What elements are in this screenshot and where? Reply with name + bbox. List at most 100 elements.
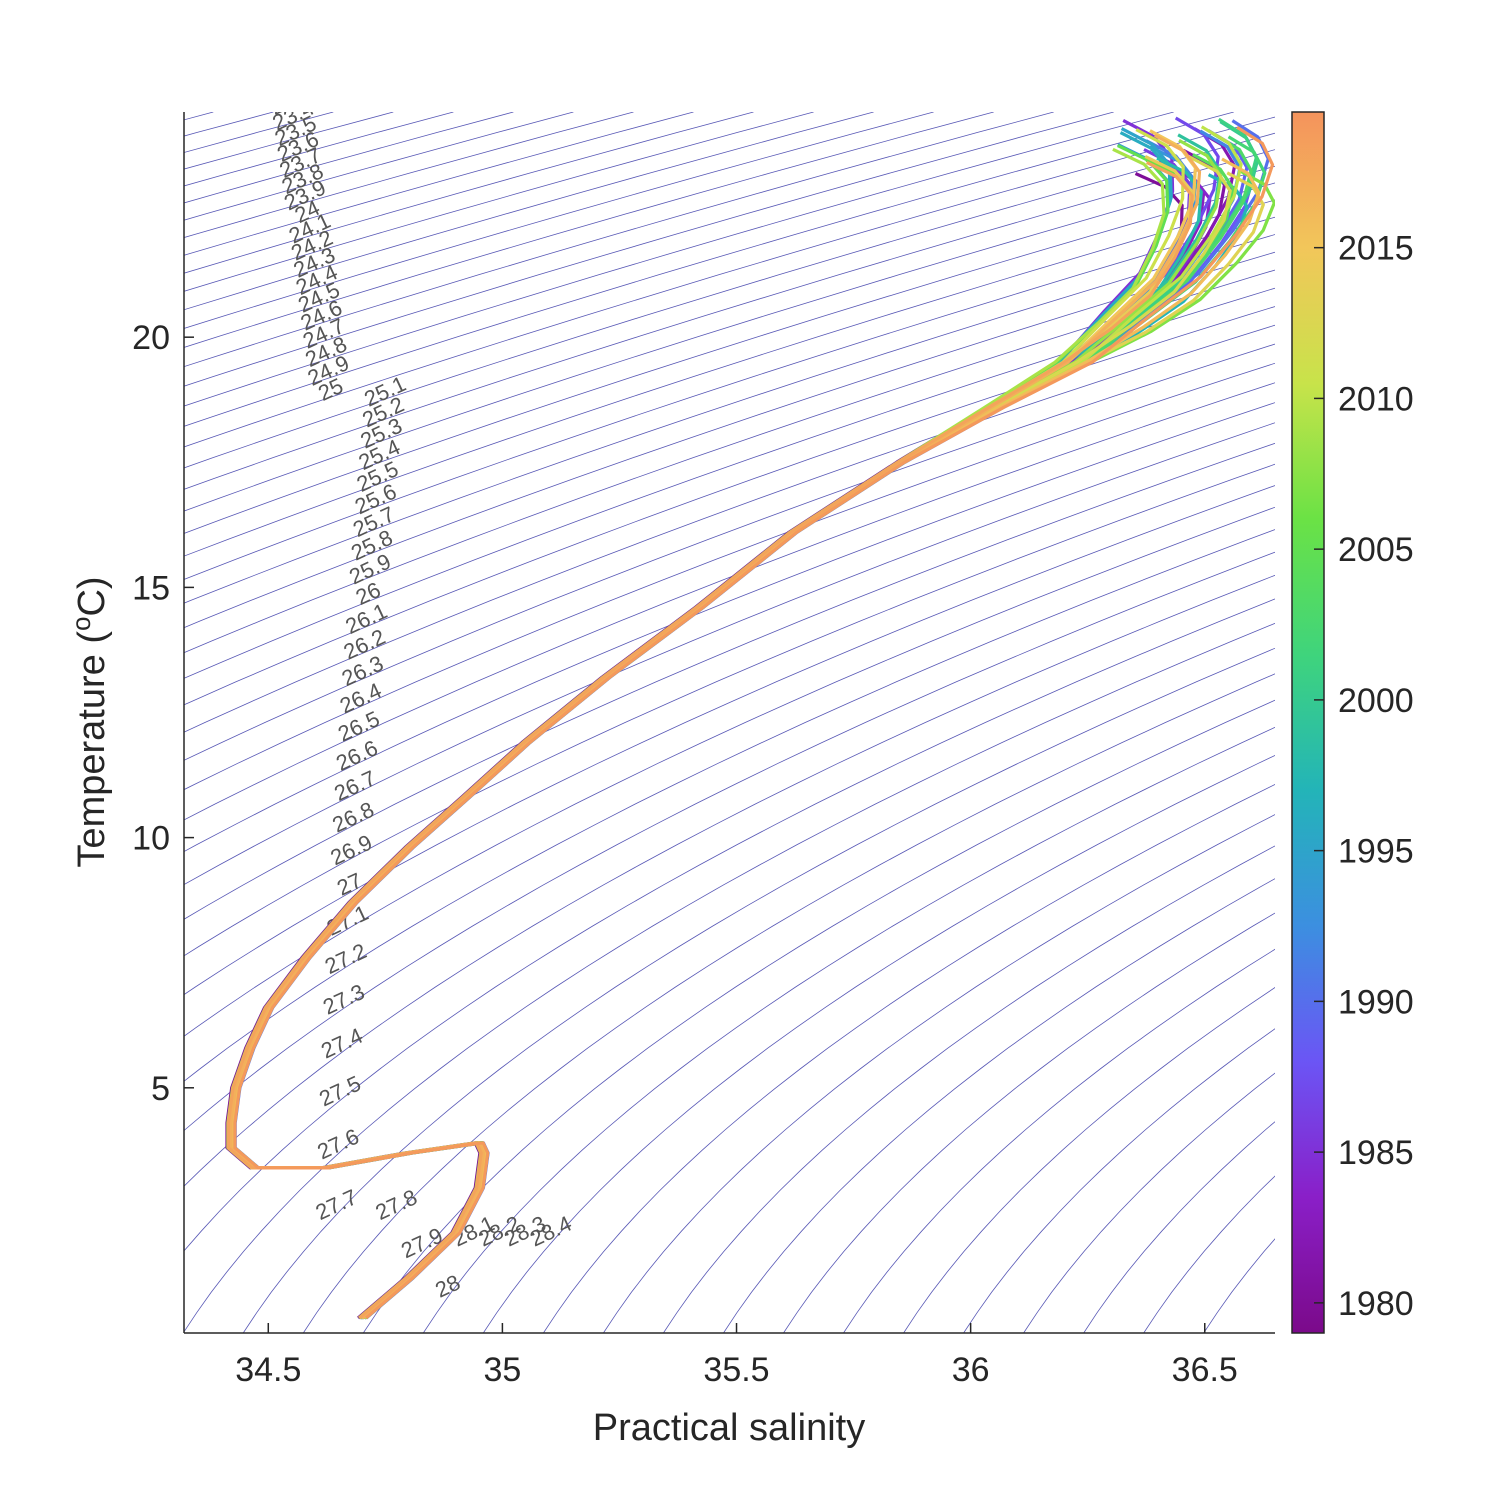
density-contour [362,699,1275,1333]
density-contour [184,362,1275,791]
density-contour [184,324,1275,733]
density-contour [184,112,934,329]
x-tick-label: 35.5 [703,1351,769,1389]
y-axis-label-text: Temperature ( [71,631,113,868]
density-contour [184,287,1275,679]
density-contour [184,182,1275,534]
density-contour [184,216,1275,580]
colorbar-tick-label: 2000 [1338,682,1414,720]
y-axis-ticks: 5 10 15 20 [132,319,194,1108]
contour-label: 27.7 [312,1184,361,1225]
density-contour [184,343,1275,761]
x-tick-label: 35 [483,1351,521,1389]
density-contour [663,845,1275,1333]
density-contour [184,112,994,348]
density-contour [422,726,1275,1333]
density-contour [603,814,1275,1333]
y-tick-label: 5 [151,1070,170,1108]
colorbar-tick-label: 2005 [1338,531,1414,569]
contour-label: 27.8 [372,1184,421,1225]
density-contour [184,251,1275,629]
x-tick-label: 36 [952,1351,990,1389]
density-contour [184,165,1275,512]
density-contour [843,948,1275,1333]
contour-label: 26.8 [328,797,377,838]
density-contour [184,132,1275,469]
contour-label: 27.2 [321,938,370,979]
density-contour [184,269,1275,654]
density-contour [302,673,1275,1333]
profile-line [229,155,1232,1320]
contour-label: 26.7 [330,765,379,806]
density-contour [184,422,1275,885]
colorbar-tick-label: 2010 [1338,380,1414,418]
profile-line [227,159,1206,1320]
density-contour [184,306,1275,706]
density-contour [963,1028,1275,1333]
colorbar-tick-label: 1980 [1338,1285,1414,1323]
density-contour [184,598,1275,1252]
density-contour [184,199,1275,557]
density-contours [184,112,1275,1333]
contour-label: 23.2 [264,64,313,105]
density-contour [184,485,1275,996]
y-axis-label: Temperature (oC) [66,576,113,867]
contour-label: 26.6 [332,735,381,776]
density-contour [184,112,1054,368]
x-axis-label: Practical salinity [593,1407,865,1449]
profile-line [227,156,1203,1320]
colorbar-tick-label: 1995 [1338,833,1414,871]
density-contour-labels: 23.223.323.423.523.623.723.823.92424.124… [264,64,575,1303]
colorbar-tick-label: 1990 [1338,983,1414,1021]
density-contour [184,551,1275,1132]
profile-line [233,125,1275,1320]
density-contour [723,878,1275,1333]
y-axis-label-degree: o [66,617,96,631]
density-contour [184,442,1275,920]
density-contour [482,754,1275,1333]
profile-line [227,148,1192,1320]
y-tick-label: 10 [132,820,170,858]
density-contour [184,112,814,292]
density-contour [184,112,1174,407]
colorbar: 1980 1985 1990 1995 2000 2005 2010 2015 [1291,111,1414,1334]
density-contour [184,622,1275,1333]
profile-line [231,129,1242,1320]
profile-line [231,129,1249,1320]
density-contour [783,912,1275,1333]
y-axis-label-unit: C) [71,576,113,616]
density-contour [184,112,1114,387]
density-contour [184,112,334,153]
density-contour [184,234,1275,604]
y-tick-label: 15 [132,569,170,607]
colorbar-ticks: 1980 1985 1990 1995 2000 2005 2010 2015 [1314,230,1414,1323]
density-contour [903,987,1275,1333]
contour-label: 27.4 [317,1023,366,1064]
x-tick-label: 36.5 [1172,1351,1238,1389]
colorbar-tick-label: 2015 [1338,230,1414,268]
density-contour [543,783,1275,1333]
density-contour [184,382,1275,821]
x-axis-ticks: 34.5 35 35.5 36 36.5 [235,1323,1238,1389]
density-contour [184,149,1275,490]
profile-line [233,120,1260,1320]
profile-line [229,148,1227,1320]
profile-line [233,117,1258,1320]
density-contour [184,574,1275,1187]
density-contour [1083,1121,1275,1333]
density-contour [184,529,1275,1082]
contour-label: 28 [431,1270,464,1303]
colorbar-gradient [1291,111,1325,1334]
density-contour [184,402,1275,852]
density-contour [184,506,1275,1037]
profile-line [231,116,1220,1320]
density-contour [184,116,1275,448]
density-contour [184,112,1234,427]
y-tick-label: 20 [132,319,170,357]
x-tick-label: 34.5 [235,1351,301,1389]
contour-label: 27.3 [319,979,368,1020]
ts-profiles [225,116,1275,1320]
density-contour [1023,1072,1275,1333]
density-contour [242,647,1275,1333]
